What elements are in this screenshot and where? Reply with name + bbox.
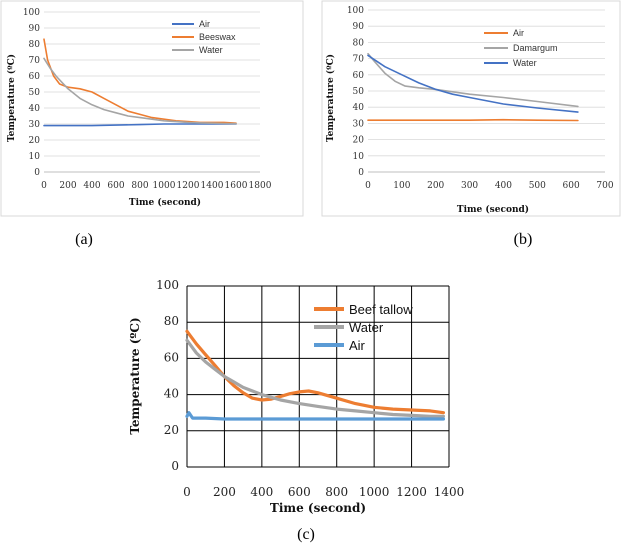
x-tick-label-a-8: 1600	[225, 181, 248, 191]
y-tick-label-a-10: 100	[23, 8, 40, 18]
x-tick-label-c-1: 200	[213, 485, 236, 499]
x-tick-label-a-2: 400	[83, 181, 100, 191]
y-tick-label-a-3: 30	[29, 120, 41, 130]
y-tick-label-a-9: 90	[29, 24, 41, 34]
x-tick-label-a-7: 1400	[201, 181, 224, 191]
y-tick-label-a-4: 40	[29, 104, 41, 114]
x-tick-label-b-2: 200	[427, 181, 444, 191]
x-tick-label-b-1: 100	[393, 181, 410, 191]
y-tick-label-b-7: 70	[353, 55, 365, 65]
legend-label-a-2: Water	[199, 45, 223, 55]
series-line-c-air	[185, 411, 445, 421]
y-tick-label-a-7: 70	[29, 56, 41, 66]
x-tick-label-c-0: 0	[183, 485, 191, 499]
y-tick-label-b-4: 40	[353, 103, 365, 113]
x-tick-label-c-5: 1000	[359, 485, 390, 499]
legend-label-b-0: Air	[513, 28, 524, 38]
y-tick-label-c-4: 80	[164, 314, 179, 328]
series-line-b-air	[367, 118, 579, 122]
y-tick-label-b-0: 0	[358, 168, 364, 178]
y-tick-label-b-6: 60	[353, 71, 365, 81]
x-axis-title-c: Time (second)	[270, 501, 366, 515]
x-tick-label-a-9: 1800	[249, 181, 272, 191]
chart-frame-b	[321, 0, 621, 217]
chart-panel-b: 0 100 200 300 400 500 600 700 0 10 20 30 40 50 60 70 80…	[321, 0, 621, 248]
x-tick-label-a-5: 1000	[153, 181, 176, 191]
legend-label-b-1: Damargum	[513, 43, 558, 53]
x-tick-label-a-0: 0	[41, 181, 47, 191]
panel-label-b: (b)	[514, 231, 533, 248]
y-tick-label-c-5: 100	[156, 278, 179, 292]
x-tick-label-b-6: 600	[563, 181, 580, 191]
series-line-b-damargum	[367, 52, 579, 108]
x-tick-label-b-0: 0	[365, 181, 371, 191]
series-line-b-water	[367, 54, 579, 113]
y-tick-label-b-2: 20	[353, 136, 365, 146]
series-line-a-water	[43, 57, 237, 125]
y-tick-label-a-6: 60	[29, 72, 41, 82]
y-tick-label-c-0: 0	[171, 459, 179, 473]
x-tick-label-a-1: 200	[59, 181, 76, 191]
x-tick-label-b-5: 500	[529, 181, 546, 191]
y-axis-title-c: Temperature (ºC)	[128, 317, 142, 434]
chart-frame-a	[0, 0, 304, 217]
y-axis-title-b: Temperature (ºC)	[325, 54, 336, 142]
chart-panel-c: 0 200 400 600 800 1000 1200 1400 0 20 40 60 80 100 T…	[128, 278, 464, 543]
y-tick-label-c-3: 60	[164, 350, 179, 364]
y-tick-label-a-1: 10	[29, 152, 41, 162]
x-tick-label-b-3: 300	[461, 181, 478, 191]
x-tick-label-c-3: 600	[288, 485, 311, 499]
legend-label-a-0: Air	[199, 19, 210, 29]
y-tick-label-a-8: 80	[29, 40, 41, 50]
x-tick-label-c-7: 1400	[434, 485, 465, 499]
chart-panel-a: 0 200 400 600 800 1000 1200 1400 1600 1800 0 10 20 3…	[0, 0, 304, 248]
x-tick-label-a-6: 1200	[177, 181, 200, 191]
series-line-a-air	[43, 123, 237, 127]
y-tick-label-a-2: 20	[29, 136, 41, 146]
y-tick-label-a-0: 0	[34, 168, 40, 178]
x-axis-title-b: Time (second)	[457, 204, 529, 215]
x-axis-title-a: Time (second)	[129, 197, 201, 208]
y-tick-label-b-9: 90	[353, 22, 365, 32]
legend-label-b-2: Water	[513, 58, 537, 68]
legend-label-c-2: Air	[349, 338, 366, 353]
y-tick-label-c-1: 20	[164, 423, 179, 437]
panel-label-a: (a)	[75, 231, 93, 248]
y-tick-label-c-2: 40	[164, 387, 179, 401]
x-tick-label-a-4: 800	[131, 181, 148, 191]
x-tick-label-c-6: 1200	[396, 485, 427, 499]
y-tick-label-b-3: 30	[353, 119, 365, 129]
y-tick-label-a-5: 50	[29, 88, 41, 98]
x-tick-label-b-4: 400	[495, 181, 512, 191]
x-tick-label-c-2: 400	[250, 485, 273, 499]
y-tick-label-b-5: 50	[353, 87, 365, 97]
y-tick-label-b-10: 100	[347, 6, 364, 16]
x-tick-label-c-4: 800	[325, 485, 348, 499]
panel-label-c: (c)	[297, 526, 315, 543]
legend-label-c-1: Water	[349, 320, 384, 335]
y-axis-title-a: Temperature (ºC)	[6, 54, 17, 142]
series-line-c-water	[185, 338, 445, 418]
y-tick-label-b-1: 10	[353, 152, 365, 162]
x-tick-label-b-7: 700	[596, 181, 613, 191]
legend-label-c-0: Beef tallow	[349, 302, 413, 317]
legend-label-a-1: Beeswax	[199, 32, 236, 42]
y-tick-label-b-8: 80	[353, 38, 365, 48]
x-tick-label-a-3: 600	[107, 181, 124, 191]
